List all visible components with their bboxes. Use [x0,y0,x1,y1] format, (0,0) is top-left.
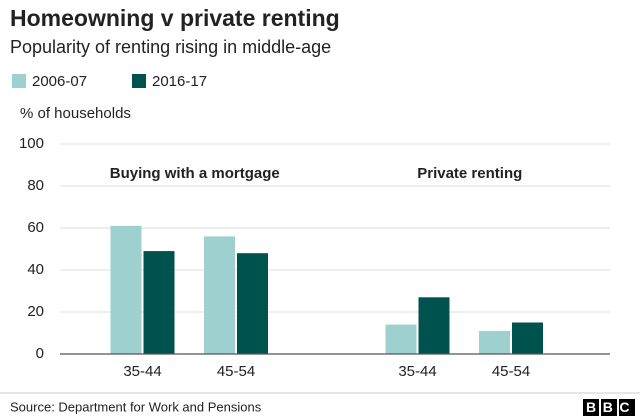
logo-box [601,399,617,416]
logo-box [619,399,635,416]
legend-swatch [132,74,146,88]
chart-subtitle: Popularity of renting rising in middle-a… [10,37,331,57]
group-label: Buying with a mortgage [110,165,280,182]
y-tick-label: 20 [27,303,44,320]
x-tick-label: 35-44 [398,363,436,380]
x-tick-label: 45-54 [492,363,530,380]
legend-label: 2016-17 [152,73,207,90]
y-tick-label: 60 [27,219,44,236]
y-tick-label: 40 [27,261,44,278]
bar [418,297,450,354]
source: Source: Department for Work and Pensions [10,399,262,414]
y-tick-label: 0 [36,345,44,362]
bar [110,225,142,354]
x-tick-label: 45-54 [217,363,255,380]
bar [204,236,235,354]
x-tick-label: 35-44 [123,363,161,380]
legend-label: 2006-07 [32,73,87,90]
y-axis-label: % of households [20,105,131,122]
bar [385,324,417,354]
bar [143,251,175,354]
y-tick-label: 80 [27,177,44,194]
logo: BBC [586,399,636,415]
bar [237,253,268,354]
bar [479,330,510,354]
y-tick-label: 100 [19,135,44,152]
bar [512,322,543,354]
legend-swatch [12,74,26,88]
group-label: Private renting [417,165,522,182]
chart-title: Homeowning v private renting [10,5,340,31]
logo-box [583,399,599,416]
